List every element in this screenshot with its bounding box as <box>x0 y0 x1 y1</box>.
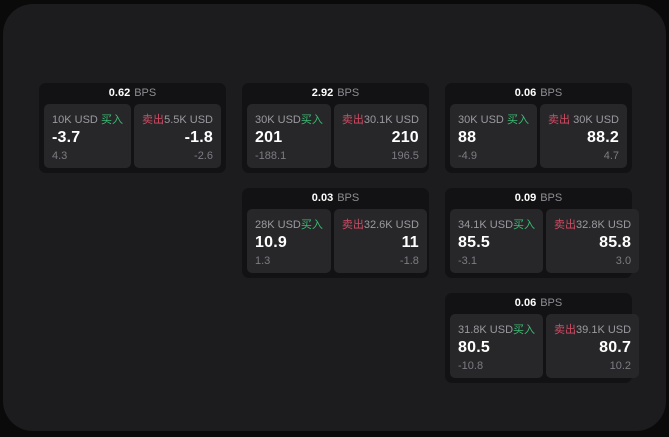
sell-price: 88.2 <box>587 129 619 146</box>
buy-panel[interactable]: 28K USD 买入 10.9 1.3 <box>247 209 331 273</box>
quote-card: 0.03 BPS 28K USD 买入 10.9 1.3 卖出 32.6K US… <box>242 188 429 278</box>
sell-price: 11 <box>401 234 419 251</box>
bps-value: 0.09 <box>514 192 537 204</box>
sell-change: 10.2 <box>609 360 632 372</box>
card-header: 2.92 BPS <box>247 83 424 104</box>
buy-price: -3.7 <box>52 129 81 146</box>
sell-change: 4.7 <box>603 150 619 162</box>
sell-side-label: 卖出 <box>548 114 570 126</box>
sell-amount: 32.6K USD <box>363 219 419 231</box>
card-header: 0.06 BPS <box>450 293 627 314</box>
buy-change: 1.3 <box>255 255 271 267</box>
card-header: 0.06 BPS <box>450 83 627 104</box>
sell-amount: 5.5K USD <box>164 114 213 126</box>
sell-change: 3.0 <box>615 255 632 267</box>
sell-side-label: 卖出 <box>554 324 577 336</box>
buy-panel[interactable]: 30K USD 买入 201 -188.1 <box>247 104 331 168</box>
sell-amount: 30.1K USD <box>363 114 419 126</box>
sell-side-label: 卖出 <box>554 219 577 231</box>
buy-panel[interactable]: 34.1K USD 买入 85.5 -3.1 <box>450 209 544 273</box>
app-panel: 0.62 BPS 10K USD 买入 -3.7 4.3 卖出 5.5K USD <box>3 4 666 431</box>
sell-price: -1.8 <box>184 129 213 146</box>
bps-value: 0.06 <box>514 87 537 99</box>
buy-price: 88 <box>458 129 477 146</box>
bps-unit-label: BPS <box>134 87 157 99</box>
quote-panels: 34.1K USD 买入 85.5 -3.1 卖出 32.8K USD 85.8… <box>450 209 640 273</box>
quote-card: 0.09 BPS 34.1K USD 买入 85.5 -3.1 卖出 32.8K… <box>445 188 640 278</box>
quote-card: 0.62 BPS 10K USD 买入 -3.7 4.3 卖出 5.5K USD <box>39 83 226 173</box>
bps-value: 0.06 <box>514 297 537 309</box>
buy-amount: 34.1K USD <box>458 219 514 231</box>
sell-panel[interactable]: 卖出 30K USD 88.2 4.7 <box>540 104 627 168</box>
buy-change: -4.9 <box>458 150 477 162</box>
bps-value: 2.92 <box>311 87 334 99</box>
sell-side-label: 卖出 <box>142 114 164 126</box>
card-header: 0.62 BPS <box>44 83 221 104</box>
buy-side-label: 买入 <box>300 219 323 231</box>
quote-card: 2.92 BPS 30K USD 买入 201 -188.1 卖出 30.1K … <box>242 83 429 173</box>
quote-panels: 10K USD 买入 -3.7 4.3 卖出 5.5K USD -1.8 -2.… <box>44 104 221 168</box>
bps-unit-label: BPS <box>540 87 563 99</box>
sell-change: 196.5 <box>391 150 419 162</box>
quote-card: 0.06 BPS 30K USD 买入 88 -4.9 卖出 30K USD <box>445 83 632 173</box>
sell-panel[interactable]: 卖出 39.1K USD 80.7 10.2 <box>546 314 640 378</box>
quote-cards-grid: 0.62 BPS 10K USD 买入 -3.7 4.3 卖出 5.5K USD <box>39 83 640 383</box>
buy-change: -188.1 <box>255 150 287 162</box>
sell-price: 85.8 <box>599 234 632 251</box>
bps-unit-label: BPS <box>337 87 360 99</box>
sell-amount: 32.8K USD <box>576 219 632 231</box>
bps-unit-label: BPS <box>540 297 563 309</box>
quote-card: 0.06 BPS 31.8K USD 买入 80.5 -10.8 卖出 39.1… <box>445 293 640 383</box>
sell-change: -1.8 <box>399 255 419 267</box>
sell-panel[interactable]: 卖出 32.6K USD 11 -1.8 <box>333 209 427 273</box>
quote-panels: 30K USD 买入 88 -4.9 卖出 30K USD 88.2 4.7 <box>450 104 627 168</box>
sell-price: 210 <box>391 129 419 146</box>
buy-side-label: 买入 <box>513 219 536 231</box>
sell-amount: 30K USD <box>573 114 619 126</box>
buy-change: -3.1 <box>458 255 477 267</box>
sell-side-label: 卖出 <box>341 219 364 231</box>
buy-price: 201 <box>255 129 283 146</box>
buy-side-label: 买入 <box>300 114 323 126</box>
card-header: 0.09 BPS <box>450 188 627 209</box>
buy-price: 80.5 <box>458 339 490 356</box>
buy-price: 10.9 <box>255 234 287 251</box>
buy-side-label: 买入 <box>507 114 529 126</box>
sell-panel[interactable]: 卖出 30.1K USD 210 196.5 <box>333 104 427 168</box>
buy-amount: 28K USD <box>255 219 301 231</box>
card-header: 0.03 BPS <box>247 188 424 209</box>
quote-panels: 28K USD 买入 10.9 1.3 卖出 32.6K USD 11 -1.8 <box>247 209 427 273</box>
quote-panels: 30K USD 买入 201 -188.1 卖出 30.1K USD 210 1… <box>247 104 427 168</box>
bps-value: 0.03 <box>311 192 334 204</box>
buy-change: -10.8 <box>458 360 484 372</box>
buy-panel[interactable]: 10K USD 买入 -3.7 4.3 <box>44 104 131 168</box>
buy-side-label: 买入 <box>101 114 123 126</box>
bps-unit-label: BPS <box>540 192 563 204</box>
buy-price: 85.5 <box>458 234 490 251</box>
buy-amount: 10K USD <box>52 114 98 126</box>
buy-panel[interactable]: 31.8K USD 买入 80.5 -10.8 <box>450 314 544 378</box>
sell-panel[interactable]: 卖出 5.5K USD -1.8 -2.6 <box>134 104 221 168</box>
buy-amount: 30K USD <box>255 114 301 126</box>
sell-change: -2.6 <box>194 150 213 162</box>
buy-change: 4.3 <box>52 150 68 162</box>
quote-panels: 31.8K USD 买入 80.5 -10.8 卖出 39.1K USD 80.… <box>450 314 640 378</box>
sell-side-label: 卖出 <box>341 114 364 126</box>
buy-side-label: 买入 <box>513 324 536 336</box>
bps-value: 0.62 <box>108 87 131 99</box>
sell-price: 80.7 <box>599 339 632 356</box>
sell-amount: 39.1K USD <box>576 324 632 336</box>
bps-unit-label: BPS <box>337 192 360 204</box>
sell-panel[interactable]: 卖出 32.8K USD 85.8 3.0 <box>546 209 640 273</box>
buy-amount: 30K USD <box>458 114 504 126</box>
buy-amount: 31.8K USD <box>458 324 514 336</box>
buy-panel[interactable]: 30K USD 买入 88 -4.9 <box>450 104 537 168</box>
